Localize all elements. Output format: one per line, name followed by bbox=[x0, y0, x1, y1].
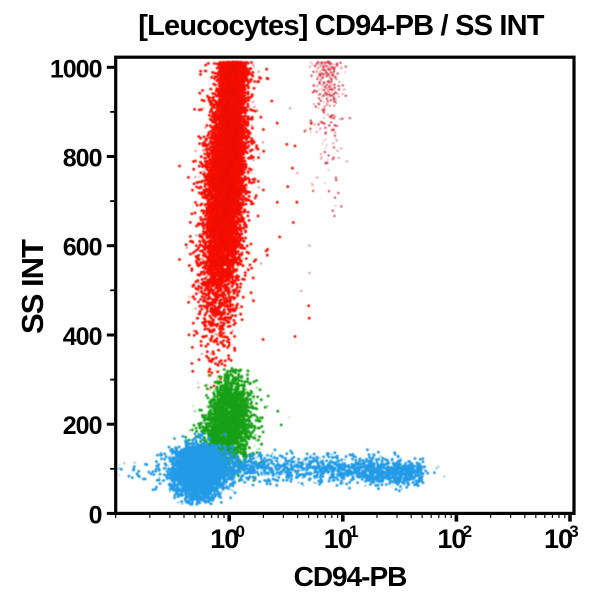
svg-text:600: 600 bbox=[63, 234, 102, 262]
svg-text:0: 0 bbox=[89, 501, 102, 529]
svg-text:10: 10 bbox=[437, 524, 465, 554]
svg-text:3: 3 bbox=[569, 522, 578, 541]
svg-text:1000: 1000 bbox=[50, 55, 102, 83]
svg-text:800: 800 bbox=[63, 145, 102, 173]
svg-text:2: 2 bbox=[463, 522, 472, 541]
svg-text:SS INT: SS INT bbox=[15, 239, 50, 334]
svg-text:200: 200 bbox=[63, 412, 102, 440]
svg-text:400: 400 bbox=[63, 323, 102, 351]
svg-text:10: 10 bbox=[324, 524, 352, 554]
svg-text:0: 0 bbox=[235, 522, 244, 541]
svg-text:CD94-PB: CD94-PB bbox=[294, 561, 407, 592]
svg-text:[Leucocytes] CD94-PB / SS INT: [Leucocytes] CD94-PB / SS INT bbox=[138, 10, 545, 42]
svg-text:10: 10 bbox=[210, 524, 238, 554]
svg-text:10: 10 bbox=[544, 524, 572, 554]
svg-text:1: 1 bbox=[349, 522, 358, 541]
